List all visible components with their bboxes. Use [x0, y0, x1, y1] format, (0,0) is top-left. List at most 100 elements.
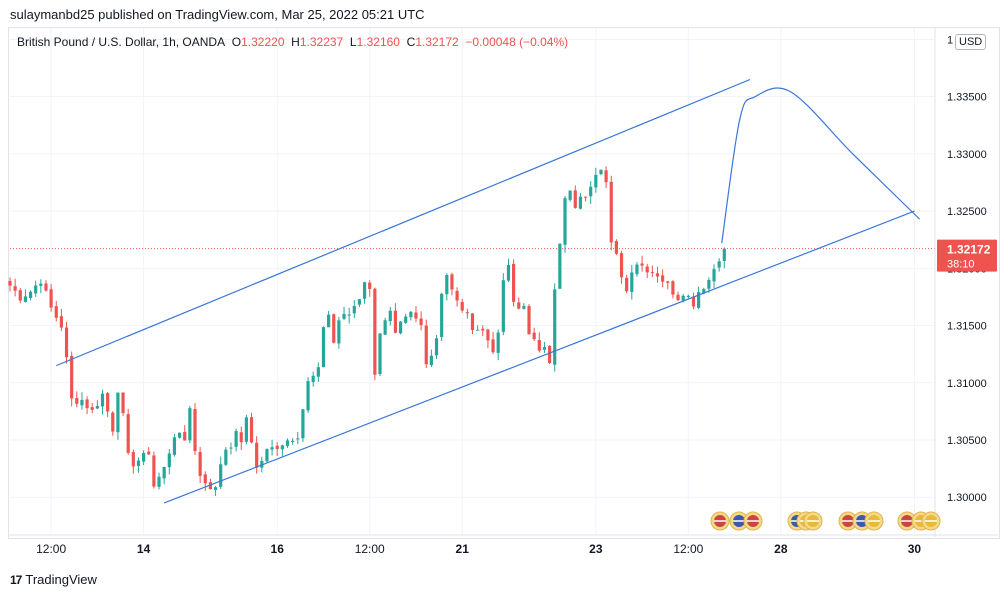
candle-body — [702, 289, 706, 294]
low-label: L — [349, 35, 357, 49]
candle-body — [434, 338, 439, 356]
candle-body — [537, 339, 541, 351]
event-flag-icon — [710, 511, 730, 531]
candle-body — [321, 327, 326, 368]
x-tick-label: 12:00 — [673, 542, 703, 556]
candle-body — [296, 438, 300, 440]
candle-body — [450, 274, 454, 290]
candle-body — [635, 264, 639, 275]
price-badge-bg — [937, 239, 997, 272]
price-badge-countdown: 38:10 — [947, 259, 975, 271]
close-label: C — [406, 35, 416, 49]
candle-body — [553, 289, 557, 365]
candle-body — [8, 281, 12, 286]
y-tick-label: 1.32500 — [947, 206, 987, 218]
candle-body — [630, 272, 634, 292]
candle-body — [655, 273, 660, 277]
x-tick-label: 30 — [908, 542, 922, 556]
x-tick-label: 12:00 — [36, 542, 66, 556]
candle-body — [697, 292, 701, 308]
y-tick-label: 1.33000 — [947, 149, 987, 161]
candle-body — [393, 310, 398, 333]
candle-body — [424, 325, 428, 365]
candle-body — [440, 293, 444, 338]
change-value: −0.00048 (−0.04%) — [465, 35, 569, 49]
candle-body — [445, 275, 449, 295]
event-flag-icon — [897, 511, 917, 531]
candle-body — [229, 447, 233, 449]
channel-lower — [163, 210, 915, 504]
candle-body — [496, 332, 500, 353]
candle-body — [44, 283, 48, 291]
candle-body — [414, 312, 418, 319]
candle-body — [142, 453, 146, 462]
candle-body — [388, 310, 392, 322]
symbol-header: British Pound / U.S. Dollar, 1h, OANDA O… — [17, 35, 568, 49]
candle-body — [198, 451, 202, 476]
price-badge: 1.32172 38:10 — [937, 239, 997, 272]
y-tick-label: 1.33500 — [947, 92, 987, 104]
candle-body — [80, 399, 84, 406]
candle-body — [547, 345, 552, 364]
candle-body — [183, 431, 187, 441]
candle-body — [717, 261, 721, 268]
candle-body — [188, 408, 192, 441]
currency-button[interactable]: USD — [955, 34, 987, 50]
candle-body — [373, 288, 377, 375]
tradingview-logo-icon: 17 — [10, 572, 22, 587]
candle-body — [255, 442, 259, 468]
candle-body — [491, 339, 495, 353]
candle-body — [476, 329, 480, 331]
candle-body — [213, 487, 218, 491]
candle-body — [152, 455, 156, 487]
candle-body — [506, 264, 511, 281]
candle-body — [645, 266, 649, 273]
y-tick-label: 1.30000 — [947, 492, 987, 504]
x-tick-label: 23 — [589, 542, 603, 556]
candle-body — [594, 174, 598, 188]
candle-body — [265, 449, 269, 462]
symbol-title: British Pound / U.S. Dollar, 1h, OANDA — [17, 35, 226, 49]
candle-body — [558, 243, 562, 289]
candle-body — [666, 281, 670, 283]
open-label: O — [231, 35, 242, 49]
event-flag-icon — [743, 511, 763, 531]
candle-body — [116, 392, 120, 433]
open-value: 1.32220 — [241, 35, 285, 49]
x-tick-label: 16 — [271, 542, 285, 556]
low-value: 1.32160 — [356, 35, 400, 49]
candle-body — [542, 347, 547, 350]
candle-body — [239, 432, 243, 443]
candle-body — [337, 320, 341, 344]
candle-body — [90, 407, 94, 410]
footer-brand[interactable]: 17 TradingView — [10, 572, 97, 587]
candle-body — [136, 460, 141, 467]
candle-body — [126, 414, 130, 453]
candle-body — [13, 286, 17, 291]
candle-body — [712, 269, 716, 282]
y-tick-label: 1 — [947, 34, 953, 46]
candle-body — [59, 316, 63, 328]
candle-body — [121, 392, 125, 414]
candle-body — [219, 464, 223, 487]
candle-body — [260, 460, 264, 468]
candle-body — [722, 248, 726, 261]
price-badge-value: 1.32172 — [947, 243, 991, 257]
candle-body — [512, 263, 516, 302]
candle-body — [147, 451, 151, 455]
candle-body — [311, 375, 315, 383]
candle-body — [111, 412, 115, 432]
candle-body — [172, 437, 177, 455]
candle-body — [280, 445, 284, 450]
candle-body — [409, 311, 413, 318]
channel-upper — [56, 78, 751, 367]
x-tick-label: 28 — [774, 542, 788, 556]
candle-body — [357, 299, 362, 305]
candle-body — [234, 430, 238, 447]
candle-body — [383, 320, 387, 335]
candle-body — [64, 327, 69, 358]
candle-body — [501, 280, 505, 332]
candle-body — [609, 181, 613, 243]
candle-body — [404, 316, 408, 323]
